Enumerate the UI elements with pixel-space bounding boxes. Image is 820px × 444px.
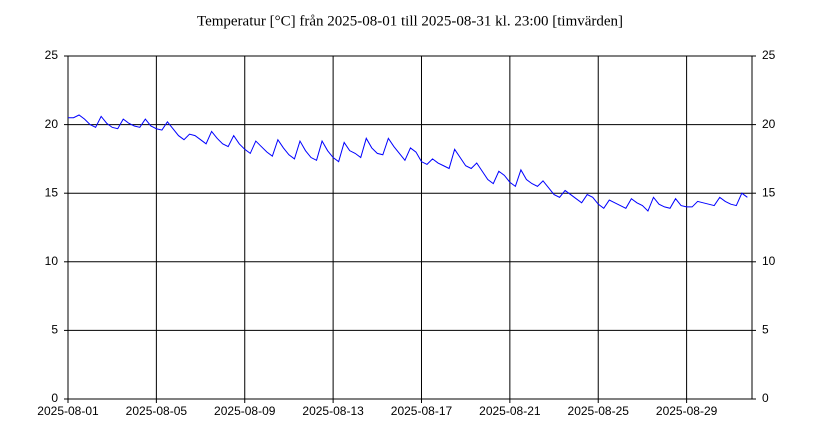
data-line bbox=[68, 114, 748, 212]
x-tick-label: 2025-08-13 bbox=[302, 404, 364, 418]
x-tick-label: 2025-08-25 bbox=[568, 404, 630, 418]
y2-tick-label: 0 bbox=[762, 391, 769, 405]
x-tick-label: 2025-08-09 bbox=[214, 404, 276, 418]
x-tick-label: 2025-08-29 bbox=[656, 404, 718, 418]
x-tick-label: 2025-08-17 bbox=[391, 404, 453, 418]
y-tick-label: 15 bbox=[45, 185, 59, 199]
y2-tick-label: 15 bbox=[762, 185, 776, 199]
y-tick-label: 20 bbox=[45, 117, 59, 131]
chart-title: Temperatur [°C] från 2025-08-01 till 202… bbox=[197, 13, 623, 29]
x-tick-label: 2025-08-05 bbox=[126, 404, 188, 418]
y-tick-label: 0 bbox=[51, 391, 58, 405]
y2-tick-label: 25 bbox=[762, 48, 776, 62]
x-tick-label: 2025-08-01 bbox=[37, 404, 99, 418]
x-tick-label: 2025-08-21 bbox=[479, 404, 541, 418]
y2-tick-label: 10 bbox=[762, 254, 776, 268]
y-tick-label: 10 bbox=[45, 254, 59, 268]
y-tick-label: 5 bbox=[51, 323, 58, 337]
plot-frame bbox=[67, 55, 753, 400]
y2-tick-label: 5 bbox=[762, 323, 769, 337]
y2-tick-label: 20 bbox=[762, 117, 776, 131]
y-tick-label: 25 bbox=[45, 48, 59, 62]
